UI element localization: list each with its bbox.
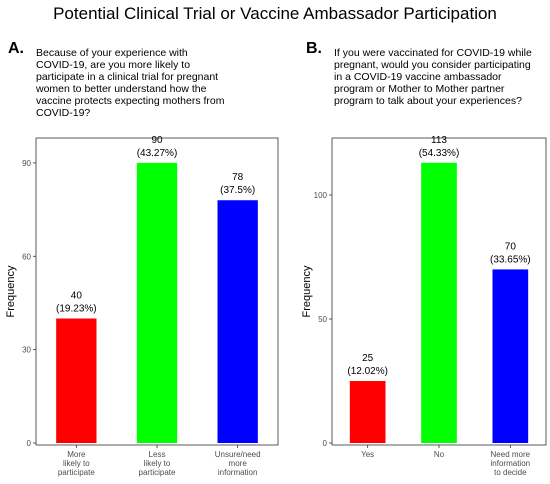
panel-a-bar-count-label: 40 (71, 291, 83, 302)
panel-b-y-tick-label: 50 (318, 315, 327, 324)
panel-a-bar (136, 162, 178, 444)
panel-a-bar-percent-label: (19.23%) (56, 304, 97, 315)
panel-b-x-tick-label: Yes (361, 450, 374, 459)
panel-b-y-tick-label: 0 (323, 439, 328, 448)
panel-a-bar-count-label: 78 (232, 172, 244, 183)
panel-a-y-tick-label: 0 (27, 439, 32, 448)
panel-a-x-tick-label: participate (139, 468, 176, 477)
panel-b-y-axis-title: Frequency (301, 265, 313, 317)
panel-a-question: Because of your experience with COVID-19… (36, 47, 225, 119)
panel-a-x-tick-label: likely to (63, 459, 90, 468)
panel-b-bar-percent-label: (33.65%) (490, 254, 531, 265)
panel-b-bar (421, 162, 457, 443)
panel-a-x-tick-label: Unsure/need (215, 450, 261, 459)
panel-b-x-tick-label: No (434, 450, 445, 459)
panel-b-bar (349, 381, 386, 443)
panel-a-y-axis-title: Frequency (5, 265, 17, 317)
panel-a-x-tick-label: More (67, 450, 86, 459)
panel-a-bar-count-label: 90 (151, 135, 163, 146)
panel-b-bar-percent-label: (54.33%) (419, 148, 460, 159)
panel-a-bar-percent-label: (37.5%) (220, 185, 255, 196)
panel-b-bar-count-label: 25 (362, 353, 374, 364)
panel-b-bar-count-label: 70 (505, 241, 517, 252)
panel-a-x-tick-label: likely to (144, 459, 171, 468)
panel-b-bar-count-label: 113 (431, 135, 447, 146)
panel-a-y-tick-label: 30 (22, 346, 31, 355)
panel-b-y-tick-label: 100 (314, 191, 328, 200)
panel-a-y-tick-label: 90 (22, 159, 31, 168)
panel-b-x-tick-label: Need more (491, 450, 531, 459)
panel-a-x-tick-label: information (218, 468, 258, 477)
panel-b-question: If you were vaccinated for COVID-19 whil… (334, 47, 532, 107)
panel-b-x-tick-label: information (491, 459, 531, 468)
panel-a-bar-percent-label: (43.27%) (137, 148, 178, 159)
panel-a-y-tick-label: 60 (22, 252, 31, 261)
panel-a-x-tick-label: participate (58, 468, 95, 477)
panel-b-bar (492, 269, 529, 443)
panel-a-bar (56, 318, 97, 443)
panel-b-letter: B. (306, 40, 322, 57)
panel-a-x-tick-label: more (229, 459, 248, 468)
figure-title: Potential Clinical Trial or Vaccine Amba… (53, 4, 497, 23)
panel-b-x-tick-label: to decide (494, 468, 527, 477)
panel-a-letter: A. (8, 40, 24, 57)
panel-b-bar-percent-label: (12.02%) (347, 366, 388, 377)
panel-a-bar (217, 200, 258, 443)
panel-a-x-tick-label: Less (149, 450, 166, 459)
